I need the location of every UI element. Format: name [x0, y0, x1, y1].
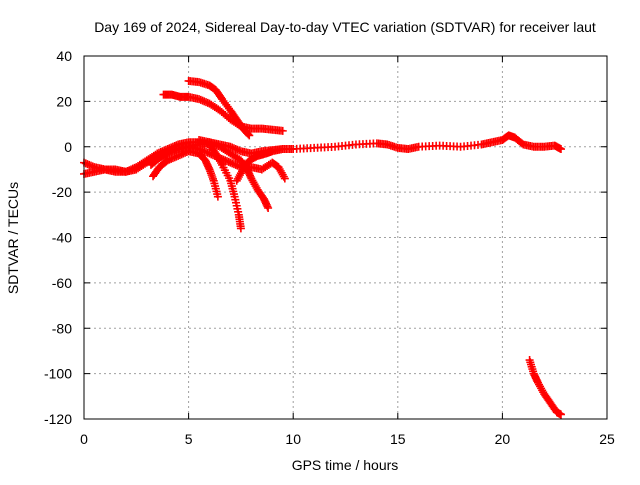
y-tick-label: -80	[52, 320, 72, 336]
data-point	[278, 145, 287, 154]
y-tick-label: -20	[52, 184, 72, 200]
data-point	[556, 145, 565, 154]
data-point	[280, 174, 289, 183]
y-axis-label: SDTVAR / TECUs	[5, 182, 21, 294]
y-tick-label: -120	[44, 411, 72, 427]
data-point	[244, 130, 253, 139]
tick-labels: 0 5 10 15 20 25 40 20 0 -20 -40 -60 -80 -100 -120	[44, 48, 615, 447]
x-tick-label: 15	[390, 431, 406, 447]
x-axis-label: GPS time / hours	[292, 457, 399, 473]
y-tick-label: -60	[52, 275, 72, 291]
x-tick-label: 10	[285, 431, 301, 447]
series-track-8	[184, 76, 254, 140]
y-tick-label: 0	[64, 139, 72, 155]
x-tick-label: 0	[80, 431, 88, 447]
data-point	[264, 204, 273, 213]
y-tick-label: 20	[56, 93, 72, 109]
data-point	[236, 224, 245, 233]
x-tick-label: 20	[495, 431, 511, 447]
series-track-9	[525, 356, 565, 419]
x-tick-label: 5	[185, 431, 193, 447]
x-tick-label: 25	[599, 431, 615, 447]
series-track-3	[149, 147, 222, 201]
data-point	[556, 410, 565, 419]
data-point	[245, 131, 254, 140]
series-track-6	[232, 145, 287, 185]
data-points	[80, 76, 565, 419]
y-tick-label: -40	[52, 230, 72, 246]
chart-title: Day 169 of 2024, Sidereal Day-to-day VTE…	[94, 19, 596, 35]
data-point	[278, 126, 287, 135]
plot-border	[83, 55, 608, 420]
data-point	[213, 192, 222, 201]
y-tick-label: 40	[56, 48, 72, 64]
y-tick-label: -100	[44, 366, 72, 382]
grid-lines	[84, 56, 607, 419]
